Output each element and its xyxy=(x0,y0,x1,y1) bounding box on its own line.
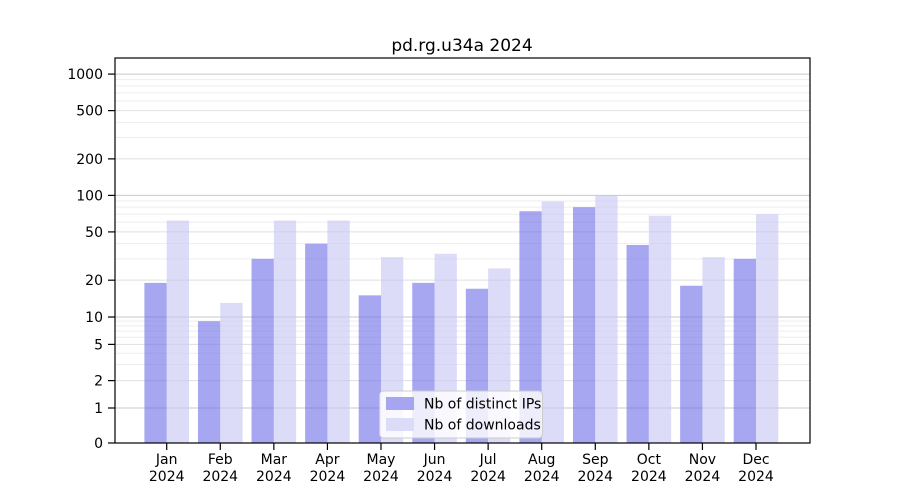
bar-distinct-ips-apr xyxy=(305,243,328,443)
legend-label-distinct-ips: Nb of distinct IPs xyxy=(424,397,541,413)
bar-downloads-sep xyxy=(595,195,618,443)
x-tick-label-month: Sep xyxy=(582,452,609,468)
x-tick-label-year: 2024 xyxy=(524,469,560,485)
x-tick-label-month: Apr xyxy=(315,452,339,468)
x-tick-label-year: 2024 xyxy=(363,469,399,485)
y-tick-label: 200 xyxy=(76,152,103,168)
x-tick-label-year: 2024 xyxy=(738,469,774,485)
x-tick-label-year: 2024 xyxy=(685,469,721,485)
y-tick-label: 1 xyxy=(94,401,103,417)
bar-distinct-ips-dec xyxy=(733,258,756,443)
bar-downloads-nov xyxy=(702,257,725,443)
y-tick-label: 100 xyxy=(76,188,103,204)
x-axis: Jan2024Feb2024Mar2024Apr2024May2024Jun20… xyxy=(149,443,774,485)
bar-downloads-mar xyxy=(273,220,297,443)
y-tick-label: 1000 xyxy=(67,67,103,83)
x-tick-label-month: Mar xyxy=(261,452,288,468)
x-tick-label-month: Jan xyxy=(155,452,178,468)
y-tick-label: 500 xyxy=(76,104,103,120)
x-tick-label-month: Aug xyxy=(528,452,555,468)
bar-distinct-ips-mar xyxy=(251,258,274,443)
legend: Nb of distinct IPs Nb of downloads xyxy=(379,390,543,439)
bar-downloads-oct xyxy=(648,215,672,443)
x-tick-label-month: May xyxy=(367,452,396,468)
y-tick-label: 5 xyxy=(94,337,103,353)
x-tick-label-year: 2024 xyxy=(310,469,346,485)
y-tick-label: 50 xyxy=(85,225,103,241)
x-tick-label-month: Oct xyxy=(637,452,662,468)
x-tick-label-year: 2024 xyxy=(256,469,292,485)
bar-downloads-feb xyxy=(220,302,243,443)
x-tick-label-year: 2024 xyxy=(577,469,613,485)
x-tick-label-year: 2024 xyxy=(202,469,238,485)
x-tick-label-year: 2024 xyxy=(417,469,453,485)
x-tick-label-month: Dec xyxy=(742,452,769,468)
y-tick-label: 10 xyxy=(85,310,103,326)
y-tick-label: 0 xyxy=(94,436,103,452)
bar-downloads-jan xyxy=(166,220,189,443)
x-tick-label-month: Jun xyxy=(423,452,446,468)
x-tick-label-month: Nov xyxy=(689,452,716,468)
plot-border xyxy=(114,57,811,444)
x-tick-label-month: Feb xyxy=(208,452,233,468)
x-tick-label-year: 2024 xyxy=(149,469,185,485)
legend-label-downloads: Nb of downloads xyxy=(424,418,541,434)
x-tick-label-year: 2024 xyxy=(470,469,506,485)
bar-downloads-dec xyxy=(755,214,779,443)
legend-box xyxy=(379,390,543,439)
bar-distinct-ips-feb xyxy=(197,321,221,443)
bar-downloads-aug xyxy=(541,201,565,443)
x-tick-label-year: 2024 xyxy=(631,469,667,485)
y-tick-label: 2 xyxy=(94,374,103,390)
x-tick-label-month: Jul xyxy=(479,452,497,468)
chart-title: pd.rg.u34a 2024 xyxy=(391,36,532,56)
legend-swatch-distinct-ips-icon xyxy=(386,397,414,410)
bar-distinct-ips-jan xyxy=(144,282,167,443)
bars xyxy=(144,195,779,443)
bar-downloads-apr xyxy=(327,220,350,443)
bar-distinct-ips-aug xyxy=(519,211,542,443)
bar-distinct-ips-nov xyxy=(680,285,703,443)
y-tick-label: 20 xyxy=(85,273,103,289)
bar-distinct-ips-sep xyxy=(572,207,596,443)
bar-distinct-ips-oct xyxy=(626,245,649,443)
legend-swatch-downloads-icon xyxy=(386,418,414,431)
bar-distinct-ips-may xyxy=(358,295,381,443)
